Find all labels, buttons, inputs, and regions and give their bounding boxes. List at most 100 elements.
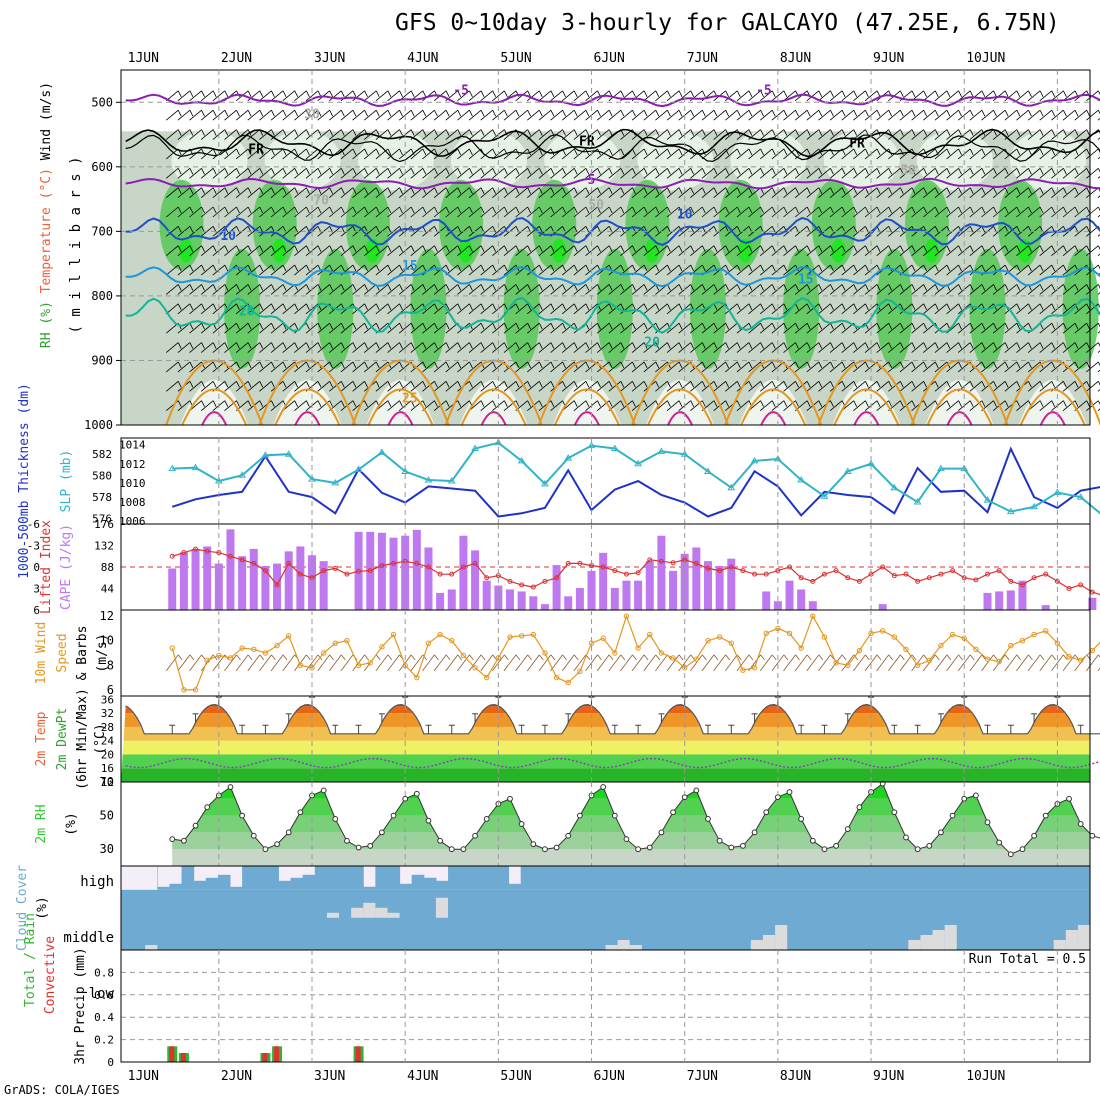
wind-barb [666, 206, 680, 218]
wind-barb [853, 206, 866, 218]
wind-barb [480, 381, 485, 388]
wind-barb [899, 148, 904, 156]
series-point [390, 812, 397, 819]
wind-barb [189, 148, 202, 160]
wind-barb [550, 322, 563, 334]
wind-barb [818, 226, 823, 233]
wind-barb [200, 226, 214, 237]
wind-barb [177, 245, 191, 257]
cloud-high-bar [302, 874, 316, 890]
wind-barb [876, 110, 881, 117]
wind-barb [888, 342, 893, 349]
wind-barb [538, 322, 552, 334]
wind-barb [515, 284, 528, 295]
wind-barb [818, 109, 831, 121]
wind-barb [841, 342, 846, 349]
series-point [623, 836, 630, 843]
wind-barb [492, 342, 505, 353]
wind-barb [363, 206, 377, 218]
wind-barb [748, 303, 761, 315]
wind-barb [422, 284, 435, 295]
isotherm-plus10 [125, 216, 1100, 246]
wind-barb [492, 264, 497, 272]
wind-barb [911, 322, 924, 334]
cloud-low-bar [1065, 930, 1078, 950]
wind-barb [888, 187, 901, 198]
wind-barb [550, 303, 555, 310]
axis-label-part: Wind (m/s) [39, 82, 54, 160]
rh-contour-blob [458, 238, 473, 263]
wind-barb [608, 303, 622, 315]
wind-barb [329, 264, 342, 276]
wind-barb [632, 303, 636, 310]
y-tick-label: -3 [27, 540, 40, 553]
wind-barb [806, 129, 820, 140]
wind-barb [585, 168, 590, 175]
wind-barb [969, 264, 974, 272]
wind-barb [538, 245, 543, 252]
wind-barb [934, 148, 948, 160]
wind-barb [410, 284, 415, 291]
cape-bar [517, 591, 526, 610]
wind-barb [469, 168, 473, 175]
wind-barb [713, 400, 718, 407]
wind-barb [329, 187, 342, 198]
wind-barb [992, 322, 1006, 334]
wind-barb [795, 381, 799, 388]
wind-barb [701, 90, 706, 97]
wind-barb [783, 303, 788, 310]
wind-barb [561, 322, 575, 334]
wind-barb [655, 110, 660, 117]
series-point [985, 571, 991, 577]
wind-barb [236, 303, 240, 310]
wind-barb [1051, 90, 1064, 102]
isotherm-30 [740, 388, 807, 426]
series-point [658, 829, 665, 836]
isotherm-35 [573, 411, 600, 426]
series-point [810, 613, 816, 619]
wind-barb [189, 342, 202, 353]
y2-tick-label: 1014 [119, 439, 146, 452]
wind-barb [993, 400, 997, 407]
wind-barb [748, 206, 753, 214]
wind-barb [352, 380, 365, 392]
wind-barb [957, 206, 971, 218]
wind-barb [538, 226, 543, 233]
wind-barb [736, 206, 750, 218]
series-point [751, 829, 758, 836]
wind-barb [911, 284, 924, 295]
series-point [716, 837, 723, 844]
wind-barb [794, 380, 808, 392]
wind-barb [550, 187, 555, 194]
wind-barb [911, 90, 916, 97]
wind-barb [282, 264, 287, 272]
wind-barb [457, 381, 462, 388]
wind-barb [527, 129, 532, 136]
wind-barb [759, 129, 773, 140]
wind-barb [678, 110, 683, 117]
wind-barb [899, 342, 904, 349]
wind-barb [853, 284, 866, 295]
wind-barb [992, 342, 1006, 353]
wind-barb [725, 381, 729, 388]
wind-barb [818, 264, 823, 272]
wind-barb [387, 245, 400, 257]
wind-barb [271, 245, 275, 252]
cloud-high-bar [811, 866, 825, 890]
wind-barb [655, 361, 660, 369]
wind-barb [177, 400, 182, 407]
wind-barb [1086, 303, 1099, 315]
wind-barb [177, 303, 182, 310]
wind-barb [923, 264, 927, 272]
wind-barb [201, 303, 205, 310]
wind-barb [736, 303, 741, 310]
wind-barb [387, 167, 400, 179]
series-point [611, 812, 618, 819]
series-point [238, 471, 247, 478]
wind-barb [352, 323, 357, 330]
y-tick-label: 32 [101, 707, 114, 720]
y-tick-label: 1000 [84, 418, 113, 432]
cloud-high-bar [823, 866, 837, 890]
wind-barb [422, 148, 435, 160]
